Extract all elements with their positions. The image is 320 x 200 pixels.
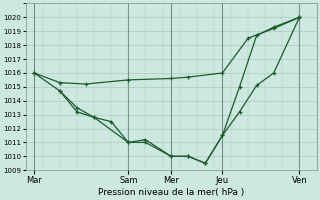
X-axis label: Pression niveau de la mer( hPa ): Pression niveau de la mer( hPa ) bbox=[98, 188, 244, 197]
